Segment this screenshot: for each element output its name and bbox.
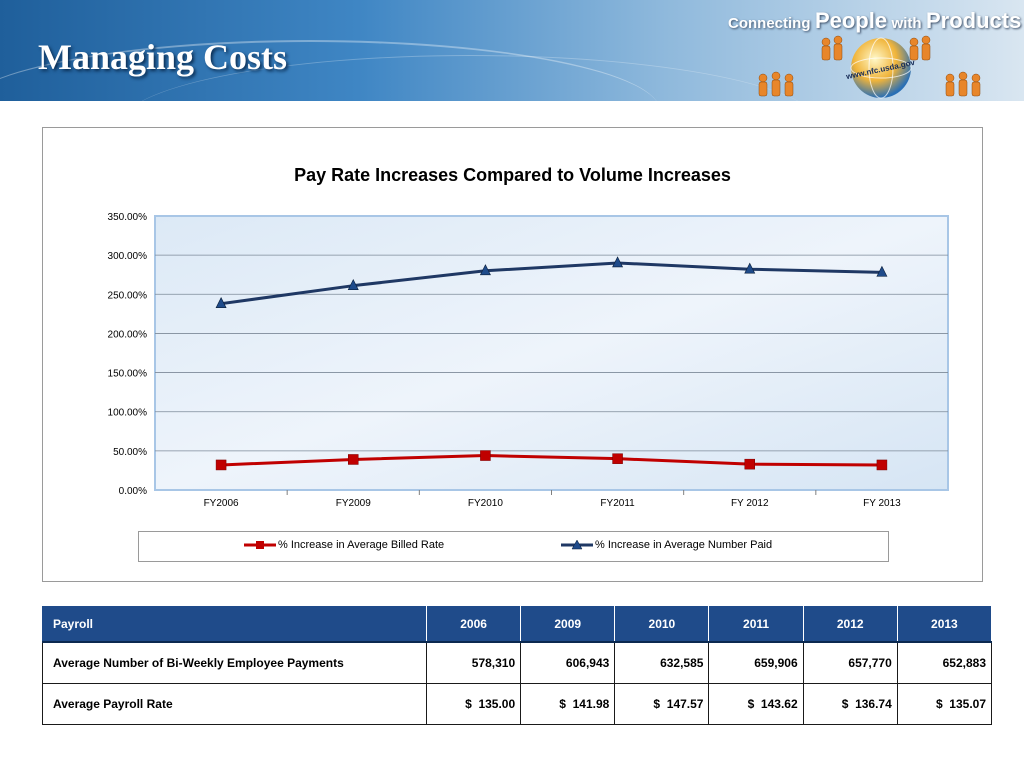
- data-point-triangle: [744, 262, 756, 274]
- table-cell: $ 136.74: [802, 683, 898, 725]
- data-point-square: [480, 450, 491, 461]
- line-chart: 0.00% 50.00% 100.00% 150.00% 200.00% 250.00% 3…: [108, 212, 949, 509]
- y-tick-label: 300.00%: [108, 251, 148, 262]
- table-header-cell: 2012: [802, 605, 898, 643]
- table-cell: 632,585: [614, 641, 710, 684]
- x-tick-label: FY2010: [468, 498, 503, 509]
- data-point-triangle: [347, 279, 359, 290]
- series-line-2: [220, 261, 882, 306]
- plot-area: [154, 215, 949, 491]
- data-point-square: [876, 459, 888, 471]
- table-cell: 652,883: [896, 641, 993, 684]
- legend-item-number-paid: % Increase in Average Number Paid: [561, 539, 772, 551]
- data-point-triangle: [479, 264, 491, 276]
- logo-word-people: People: [814, 8, 888, 33]
- slide-header: Managing Costs Connecting People with Pr…: [0, 0, 1024, 101]
- header-swoosh: [0, 40, 660, 101]
- y-tick-label: 250.00%: [108, 290, 148, 301]
- y-tick-label: 50.00%: [113, 447, 147, 458]
- y-tick-label: 200.00%: [108, 329, 148, 340]
- series-line-1: [221, 454, 882, 467]
- table-header-cell: 2006: [425, 605, 522, 643]
- logo-word-connecting: Connecting: [728, 15, 811, 32]
- y-axis-ticks: 0.00% 50.00% 100.00% 150.00% 200.00% 250.00% 3…: [108, 212, 148, 497]
- table-cell: $ 141.98: [520, 683, 616, 725]
- logo-word-with: with: [891, 15, 922, 32]
- y-tick-label: 150.00%: [108, 369, 148, 380]
- table-cell-label: Average Number of Bi-Weekly Employee Pay…: [42, 641, 427, 684]
- x-tick-label: FY2006: [204, 498, 239, 509]
- table-header-cell: 2011: [708, 605, 804, 643]
- table-row: Average Payroll Rate $ 135.00 $ 141.98 $…: [42, 683, 993, 725]
- x-tick-label: FY 2013: [863, 498, 901, 509]
- payroll-table: Payroll 2006 2009 2010 2011 2012 2013 Av…: [42, 605, 993, 725]
- data-point-triangle: [612, 256, 624, 268]
- y-tick-label: 0.00%: [119, 486, 147, 497]
- chart-title: Pay Rate Increases Compared to Volume In…: [294, 165, 731, 185]
- nfc-logo: Connecting People with Products www.nfc.…: [728, 6, 1021, 101]
- table-header-cell: 2010: [614, 605, 710, 643]
- table-row: Average Number of Bi-Weekly Employee Pay…: [42, 641, 993, 684]
- globe-icon: www.nfc.usda.gov: [844, 37, 916, 99]
- table-cell: 659,906: [708, 641, 804, 684]
- x-tick-label: FY2009: [336, 498, 371, 509]
- logo-tagline: Connecting People with Products: [728, 8, 1021, 34]
- logo-word-products: Products: [926, 8, 1022, 33]
- table-cell: $ 135.00: [425, 683, 522, 725]
- legend-label-billed-rate: % Increase in Average Billed Rate: [278, 539, 445, 551]
- x-axis-ticks: FY2006 FY2009 FY2010 FY2011 FY 2012 FY 2013: [204, 490, 901, 509]
- slide-title: Managing Costs: [38, 37, 288, 77]
- legend-label-number-paid: % Increase in Average Number Paid: [595, 539, 773, 551]
- table-cell: 657,770: [802, 641, 898, 684]
- data-point-triangle: [215, 297, 227, 308]
- table-cell-label: Average Payroll Rate: [42, 683, 427, 725]
- table-cell: 606,943: [520, 641, 616, 684]
- table-cell: $ 143.62: [708, 683, 804, 725]
- table-header-cell: 2013: [896, 605, 993, 643]
- y-tick-label: 350.00%: [108, 212, 148, 223]
- data-point-square: [348, 454, 359, 465]
- table-cell: $ 135.07: [896, 683, 993, 725]
- table-header-cell: Payroll: [42, 605, 427, 643]
- data-point-square: [744, 458, 755, 470]
- series-layer: [215, 256, 888, 471]
- people-figures-icon: [758, 35, 981, 97]
- triangle-marker-icon: [561, 540, 593, 550]
- x-tick-label: FY2011: [600, 498, 635, 509]
- square-marker-icon: [244, 541, 276, 549]
- table-header-row: Payroll 2006 2009 2010 2011 2012 2013: [42, 605, 993, 643]
- data-point-triangle: [876, 265, 888, 277]
- table-cell: 578,310: [425, 641, 522, 684]
- chart-frame: Pay Rate Increases Compared to Volume In…: [42, 127, 983, 582]
- legend-item-billed-rate: % Increase in Average Billed Rate: [244, 539, 444, 551]
- data-point-square: [612, 453, 623, 464]
- table-cell: $ 147.57: [614, 683, 710, 725]
- data-point-square: [215, 459, 227, 471]
- chart-legend: % Increase in Average Billed Rate % Incr…: [138, 531, 889, 562]
- table-header-cell: 2009: [520, 605, 616, 643]
- header-swoosh-secondary: [120, 55, 820, 101]
- y-tick-label: 100.00%: [108, 408, 148, 419]
- x-tick-label: FY 2012: [731, 498, 769, 509]
